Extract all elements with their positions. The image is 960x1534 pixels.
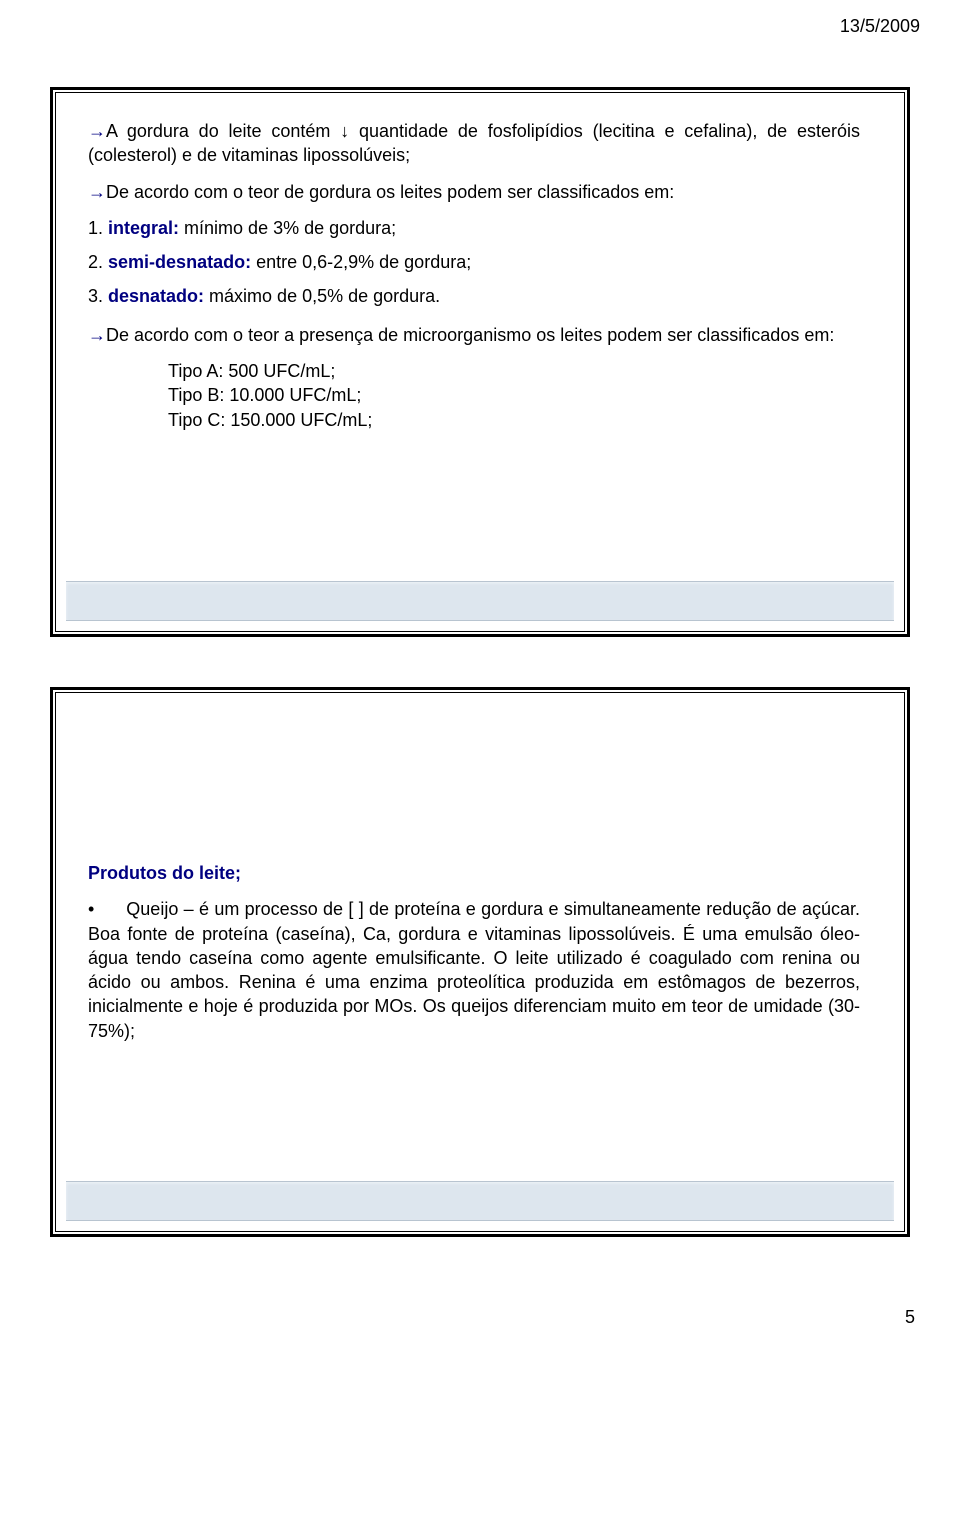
s1-i3-num: 3. <box>88 286 103 306</box>
s1-i1-label: integral: <box>108 218 179 238</box>
slide-2: Produtos do leite; • Queijo – é um proce… <box>50 687 910 1237</box>
s1-i3-label: desnatado: <box>108 286 204 306</box>
s1-item-1: 1. integral: mínimo de 3% de gordura; <box>88 216 860 240</box>
s1-item-2: 2. semi-desnatado: entre 0,6-2,9% de gor… <box>88 250 860 274</box>
slide-1-inner: →A gordura do leite contém ↓ quantidade … <box>55 92 905 632</box>
s2-body-text: Queijo – é um processo de [ ] de proteín… <box>88 899 860 1040</box>
s1-paragraph-2: →De acordo com o teor de gordura os leit… <box>88 180 860 204</box>
s1-sub-b: Tipo B: 10.000 UFC/mL; <box>88 383 860 407</box>
s1-i2-rest: entre 0,6-2,9% de gordura; <box>251 252 471 272</box>
bullet-icon: • <box>88 899 94 919</box>
s2-body: • Queijo – é um processo de [ ] de prote… <box>88 897 860 1043</box>
s2-title: Produtos do leite; <box>88 861 860 885</box>
s1-item-3: 3. desnatado: máximo de 0,5% de gordura. <box>88 284 860 308</box>
s1-i2-label: semi-desnatado: <box>108 252 251 272</box>
page-date: 13/5/2009 <box>0 0 960 47</box>
s1-i1-num: 1. <box>88 218 103 238</box>
s1-i2-num: 2. <box>88 252 103 272</box>
slide-1-content: →A gordura do leite contém ↓ quantidade … <box>64 101 896 450</box>
page-number: 5 <box>0 1287 960 1358</box>
down-arrow-icon: ↓ <box>340 121 349 141</box>
slide-footer-band <box>66 581 894 621</box>
s1-paragraph-3: →De acordo com o teor a presença de micr… <box>88 323 860 347</box>
s1-sub-c: Tipo C: 150.000 UFC/mL; <box>88 408 860 432</box>
arrow-icon: → <box>88 182 106 202</box>
s1-i3-rest: máximo de 0,5% de gordura. <box>204 286 440 306</box>
slide-footer-band <box>66 1181 894 1221</box>
arrow-icon: → <box>88 325 106 345</box>
slide-1: →A gordura do leite contém ↓ quantidade … <box>50 87 910 637</box>
s1-p1-pre: A gordura do leite contém <box>106 121 340 141</box>
arrow-icon: → <box>88 121 106 141</box>
s1-p2-text: De acordo com o teor de gordura os leite… <box>106 182 674 202</box>
s1-paragraph-1: →A gordura do leite contém ↓ quantidade … <box>88 119 860 168</box>
s1-i1-rest: mínimo de 3% de gordura; <box>179 218 396 238</box>
slide-2-content: Produtos do leite; • Queijo – é um proce… <box>64 701 896 1073</box>
slide-2-inner: Produtos do leite; • Queijo – é um proce… <box>55 692 905 1232</box>
s1-p3-text: De acordo com o teor a presença de micro… <box>106 325 834 345</box>
s1-sub-a: Tipo A: 500 UFC/mL; <box>88 359 860 383</box>
